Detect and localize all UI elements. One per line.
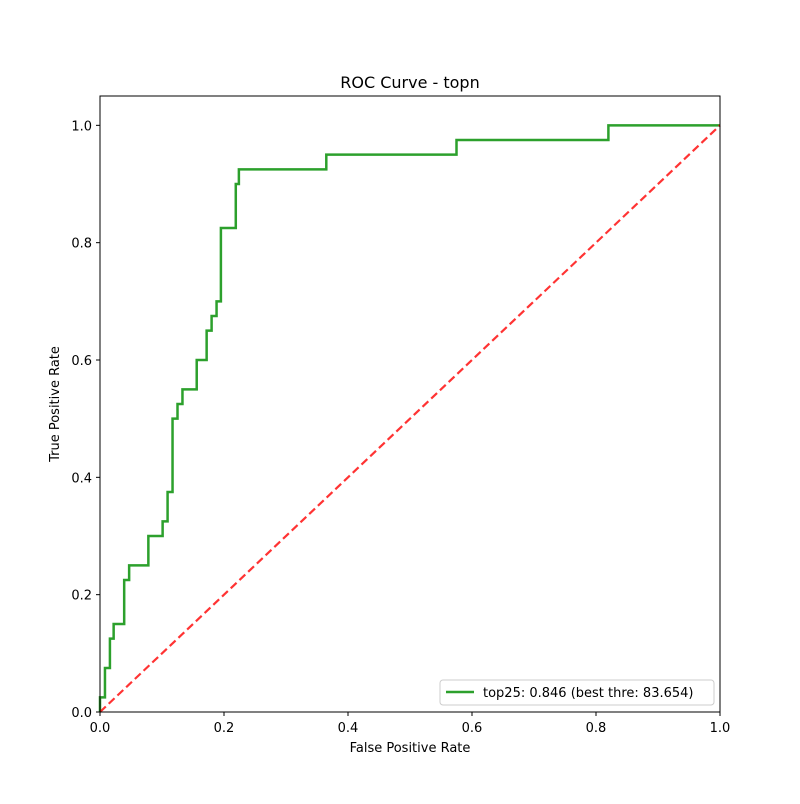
y-tick-label: 0.0	[71, 706, 92, 721]
x-tick-label: 0.0	[90, 721, 111, 736]
reference-diagonal-line	[99, 124, 721, 713]
y-tick-label: 1.0	[71, 119, 92, 134]
series-layer	[98, 124, 721, 713]
legend: top25: 0.846 (best thre: 83.654)	[439, 679, 715, 706]
y-tick-label: 0.2	[71, 589, 92, 604]
y-tick-label: 0.8	[71, 237, 92, 252]
chart-title: ROC Curve - topn	[340, 73, 479, 92]
x-tick-label: 0.8	[586, 721, 607, 736]
roc-curve-line	[98, 124, 720, 712]
x-tick-label: 0.6	[462, 721, 483, 736]
ticks-layer: 0.0 0.2 0.4 0.6 0.8 1.0 0.0 0.2 0.4 0.6 0.8 1.0	[71, 119, 730, 736]
y-tick-label: 0.6	[71, 354, 92, 369]
x-tick-label: 0.4	[338, 721, 359, 736]
y-axis-label: True Positive Rate	[48, 346, 63, 463]
x-axis-label: False Positive Rate	[350, 741, 471, 756]
legend-label: top25: 0.846 (best thre: 83.654)	[483, 686, 694, 701]
x-tick-label: 1.0	[710, 721, 731, 736]
plot-frame	[99, 95, 721, 713]
y-tick-label: 0.4	[71, 471, 92, 486]
legend-box	[439, 679, 715, 706]
x-tick-label: 0.2	[214, 721, 235, 736]
